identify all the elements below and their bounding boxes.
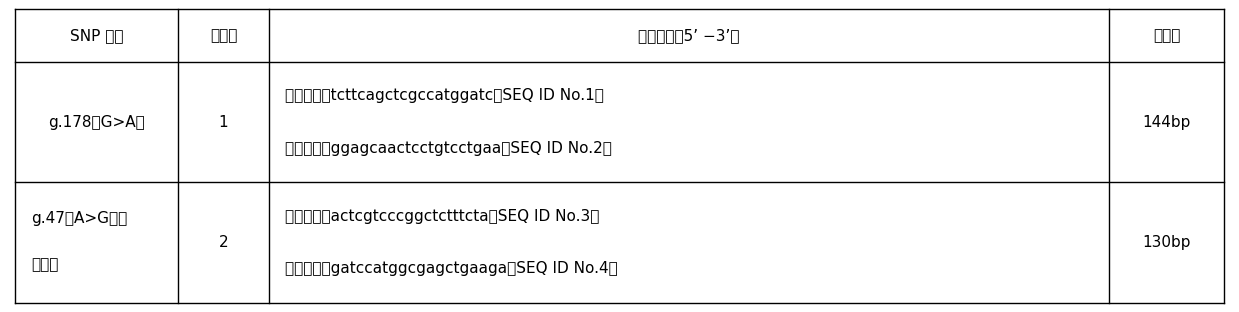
Text: 性对照: 性对照: [31, 257, 58, 272]
Text: 上游引物：actcgtcccggctctttcta（SEQ ID No.3）: 上游引物：actcgtcccggctctttcta（SEQ ID No.3）: [285, 208, 600, 224]
Text: 靶序列: 靶序列: [1154, 28, 1181, 43]
Text: 2: 2: [218, 235, 228, 250]
Text: 引物序列（5’ −3’）: 引物序列（5’ −3’）: [638, 28, 740, 43]
Text: 引物对: 引物对: [209, 28, 237, 43]
Text: 下游引物：gatccatggcgagctgaaga（SEQ ID No.4）: 下游引物：gatccatggcgagctgaaga（SEQ ID No.4）: [285, 261, 618, 276]
Text: 下游引物：ggagcaactcctgtcctgaa（SEQ ID No.2）: 下游引物：ggagcaactcctgtcctgaa（SEQ ID No.2）: [285, 141, 612, 156]
Text: 144bp: 144bp: [1142, 115, 1191, 130]
Text: 130bp: 130bp: [1142, 235, 1191, 250]
Text: SNP 位点: SNP 位点: [69, 28, 123, 43]
Text: 上游引物：tcttcagctcgccatggatc（SEQ ID No.1）: 上游引物：tcttcagctcgccatggatc（SEQ ID No.1）: [285, 88, 603, 103]
Text: g.47（A>G）阳: g.47（A>G）阳: [31, 211, 128, 226]
Text: 1: 1: [218, 115, 228, 130]
Text: g.178（G>A）: g.178（G>A）: [48, 115, 145, 130]
